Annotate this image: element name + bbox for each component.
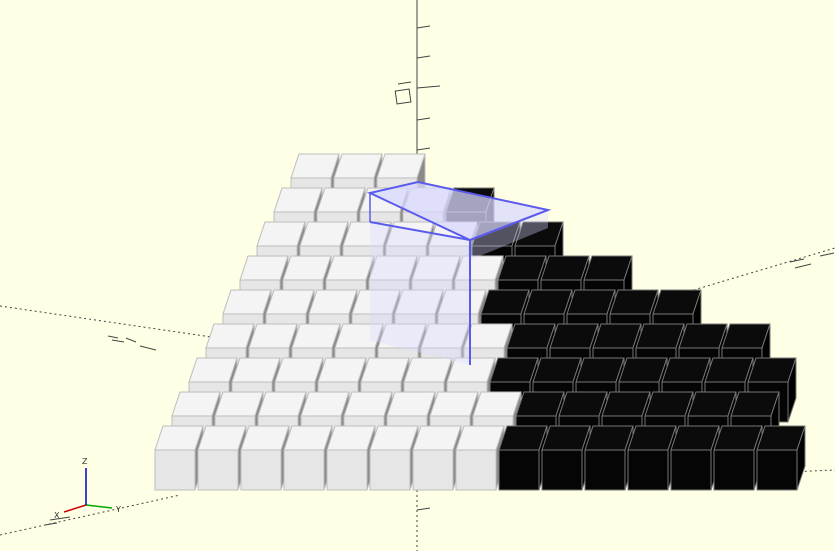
x-axis-indicator-label: X	[54, 511, 60, 520]
selection-highlight[interactable]	[366, 180, 552, 365]
dark-cube[interactable]	[584, 425, 634, 491]
cube-front-face	[455, 449, 497, 491]
light-cube[interactable]	[197, 425, 247, 491]
cube-front-face	[627, 449, 669, 491]
dark-cube[interactable]	[498, 425, 548, 491]
cube-front-face	[369, 449, 411, 491]
cube-pyramid[interactable]	[154, 153, 806, 491]
light-cube[interactable]	[326, 425, 376, 491]
highlight-front-face	[370, 222, 470, 365]
light-cube[interactable]	[154, 425, 204, 491]
cube-front-face	[412, 449, 454, 491]
dark-cube[interactable]	[627, 425, 677, 491]
dark-cube[interactable]	[541, 425, 591, 491]
z-axis-indicator-label: Z	[82, 457, 88, 466]
highlight-edge	[469, 209, 549, 241]
cube-front-face	[240, 449, 282, 491]
cube-front-face	[713, 449, 755, 491]
cube-front-face	[670, 449, 712, 491]
light-cube[interactable]	[455, 425, 505, 491]
light-cube[interactable]	[412, 425, 462, 491]
light-cube[interactable]	[283, 425, 333, 491]
highlight-edge	[369, 221, 471, 241]
axis-orientation-indicator: X Y Z	[54, 457, 121, 520]
highlight-side-face	[470, 210, 548, 260]
cube-front-face	[283, 449, 325, 491]
axis-scale-glyphs	[44, 81, 835, 526]
y-axis-negative-line	[0, 494, 181, 536]
dark-cube[interactable]	[713, 425, 763, 491]
cube-front-face	[197, 449, 239, 491]
cube-front-face	[498, 449, 540, 491]
y-axis-indicator	[85, 504, 113, 509]
cube-front-face	[154, 449, 196, 491]
cube-front-face	[584, 449, 626, 491]
cube-front-face	[541, 449, 583, 491]
y-axis-indicator-label: Y	[115, 505, 121, 514]
light-cube[interactable]	[369, 425, 419, 491]
light-cube[interactable]	[240, 425, 290, 491]
cube-front-face	[326, 449, 368, 491]
cube-front-face	[756, 449, 798, 491]
dark-cube[interactable]	[756, 425, 806, 491]
x-axis-negative-line	[0, 305, 301, 351]
dark-cube[interactable]	[670, 425, 720, 491]
x-axis-indicator	[63, 504, 87, 513]
